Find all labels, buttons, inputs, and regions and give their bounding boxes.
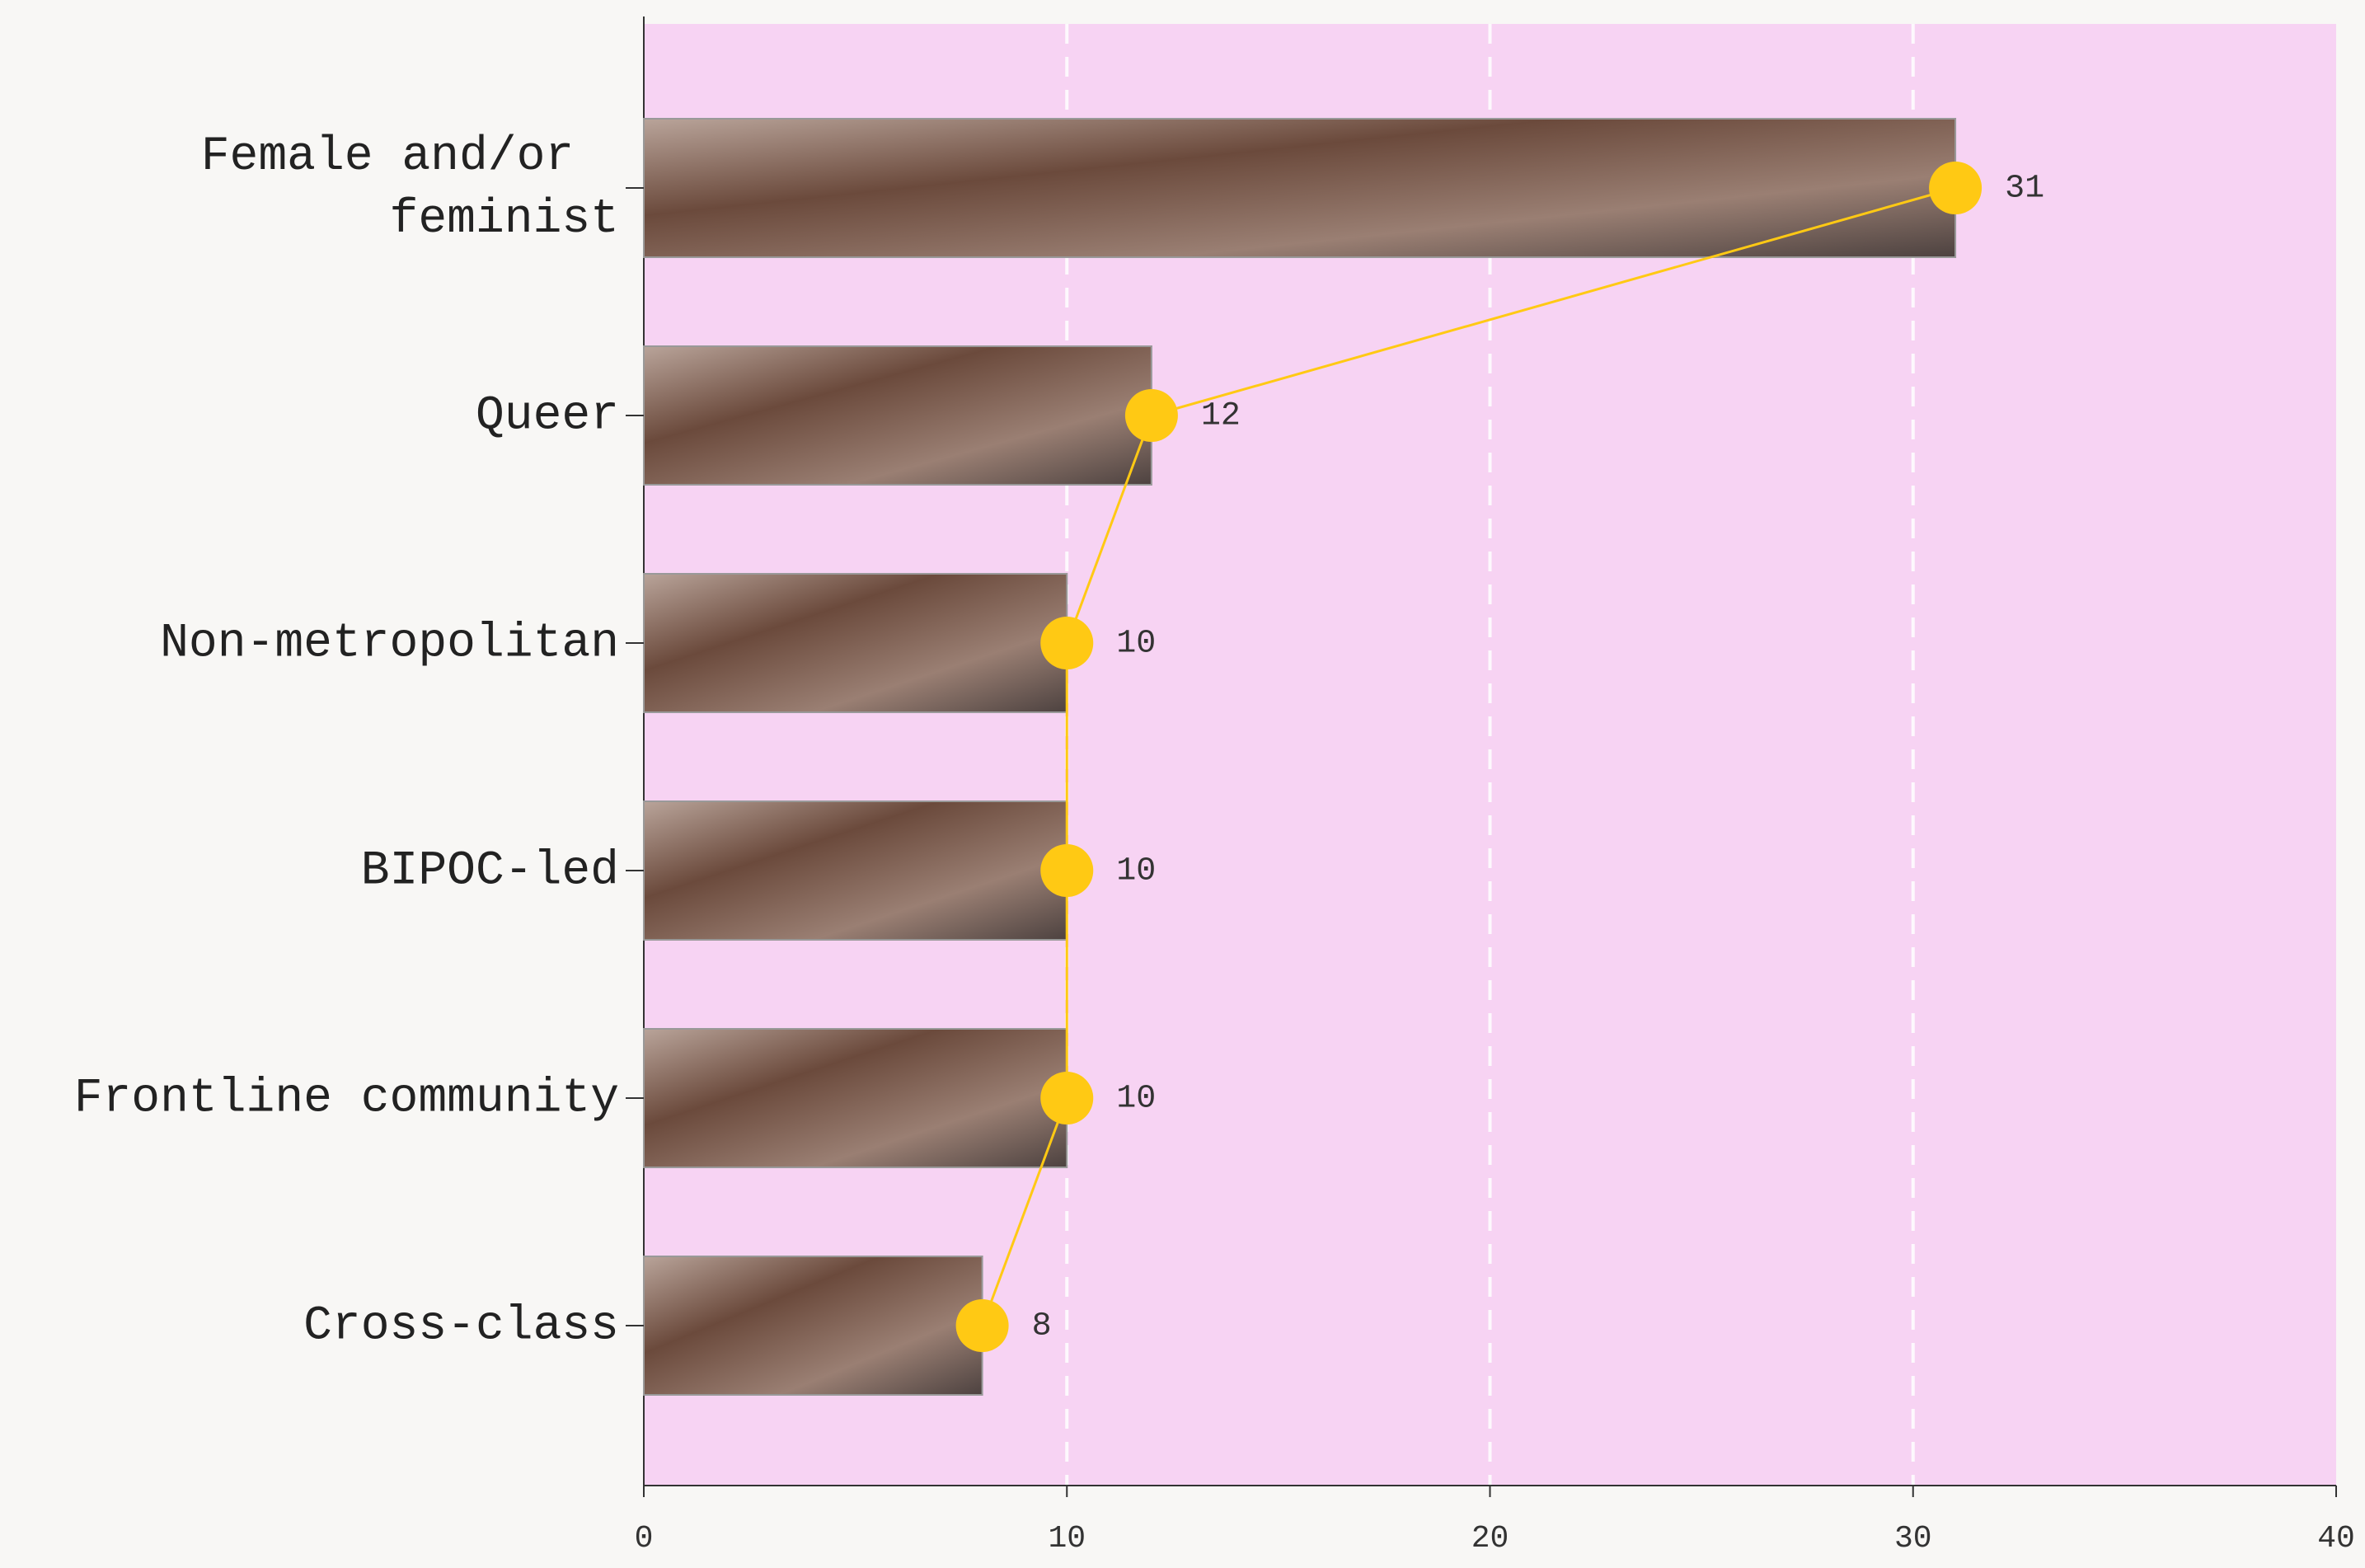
value-dot [1040, 617, 1094, 669]
x-tick-label: 30 [1894, 1521, 1932, 1556]
bar [643, 345, 1152, 486]
category-label: BIPOC-led [361, 844, 619, 898]
x-tick-label: 20 [1471, 1521, 1509, 1556]
value-dot [1929, 162, 1983, 214]
category-label: Cross-class [303, 1299, 619, 1353]
value-label: 12 [1201, 398, 1241, 435]
bar [643, 1256, 983, 1396]
value-dot [1124, 389, 1178, 442]
value-dot [1040, 1072, 1094, 1124]
value-dot [1040, 844, 1094, 897]
x-tick-label: 10 [1048, 1521, 1086, 1556]
value-label: 31 [2005, 171, 2044, 208]
connector-line [981, 186, 1956, 1326]
x-tick-label: 40 [2317, 1521, 2355, 1556]
bar [643, 800, 1068, 941]
value-label: 8 [1032, 1308, 1052, 1345]
value-label: 10 [1116, 853, 1156, 890]
value-label: 10 [1116, 1081, 1156, 1118]
value-label: 10 [1116, 626, 1156, 663]
bar [643, 118, 1957, 258]
value-dot [955, 1299, 1009, 1352]
category-label: Queer [476, 389, 619, 443]
bar [643, 573, 1068, 713]
category-label: Non-metropolitan [160, 617, 619, 670]
category-label: Female and/or feminist [201, 130, 619, 246]
bar [643, 1028, 1068, 1168]
x-tick-label: 0 [635, 1521, 654, 1556]
category-label: Frontline community [74, 1072, 619, 1125]
